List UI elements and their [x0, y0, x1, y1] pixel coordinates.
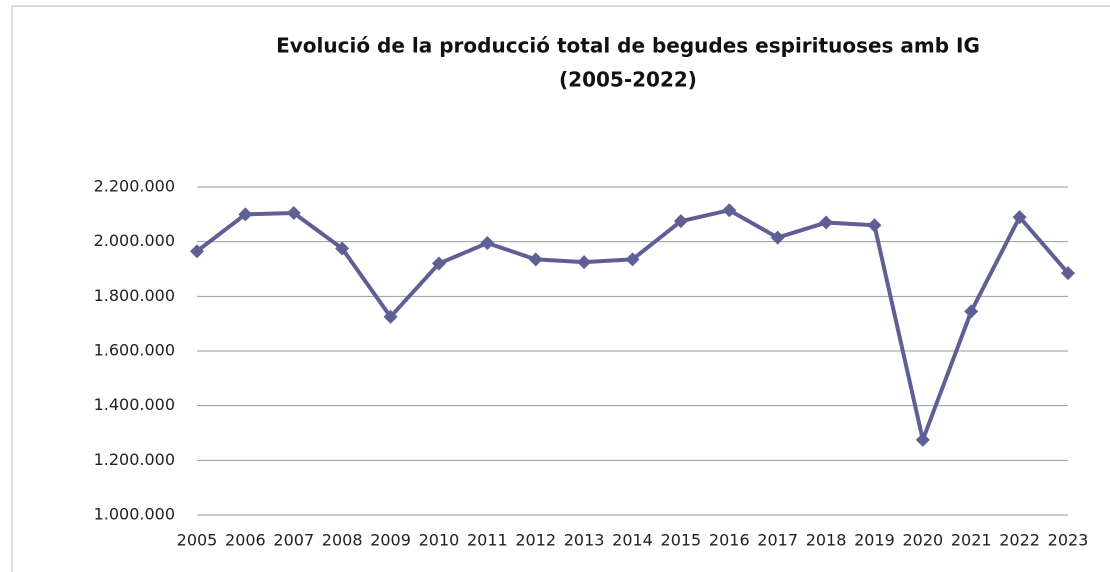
data-marker — [335, 241, 350, 256]
x-tick-label: 2020 — [902, 531, 943, 550]
data-marker — [431, 256, 446, 271]
x-tick-label: 2006 — [225, 531, 266, 550]
data-marker — [964, 304, 979, 319]
x-tick-label: 2012 — [515, 531, 556, 550]
x-tick-label: 2019 — [854, 531, 895, 550]
x-tick-label: 2008 — [322, 531, 363, 550]
y-tick-label: 2.200.000 — [94, 177, 175, 196]
y-tick-label: 1.800.000 — [94, 286, 175, 305]
x-tick-label: 2005 — [177, 531, 218, 550]
x-tick-label: 2013 — [564, 531, 605, 550]
data-marker — [673, 214, 688, 229]
y-tick-label: 1.400.000 — [94, 395, 175, 414]
x-tick-label: 2014 — [612, 531, 653, 550]
y-tick-label: 1.600.000 — [94, 341, 175, 360]
data-marker — [238, 207, 253, 222]
x-tick-label: 2011 — [467, 531, 508, 550]
x-tick-label: 2018 — [806, 531, 847, 550]
data-marker — [577, 255, 592, 270]
x-tick-label: 2009 — [370, 531, 411, 550]
data-marker — [867, 218, 882, 233]
y-tick-label: 2.000.000 — [94, 231, 175, 250]
data-marker — [819, 215, 834, 230]
x-tick-label: 2016 — [709, 531, 750, 550]
data-marker — [480, 236, 495, 251]
data-marker — [770, 230, 785, 245]
data-marker — [915, 432, 930, 447]
y-tick-label: 1.000.000 — [94, 505, 175, 524]
y-tick-label: 1.200.000 — [94, 450, 175, 469]
x-tick-label: 2022 — [999, 531, 1040, 550]
data-marker — [286, 205, 301, 220]
data-marker — [1061, 266, 1075, 281]
data-marker — [383, 309, 398, 324]
data-marker — [1012, 210, 1027, 225]
data-marker — [528, 252, 543, 267]
chart-subtitle: (2005-2022) — [559, 68, 697, 92]
chart-frame — [11, 5, 1110, 572]
x-tick-label: 2007 — [273, 531, 314, 550]
chart-title: Evolució de la producció total de begude… — [276, 34, 980, 58]
data-marker — [722, 203, 737, 218]
data-marker — [190, 244, 204, 259]
x-tick-label: 2021 — [951, 531, 992, 550]
x-tick-label: 2015 — [661, 531, 702, 550]
x-tick-label: 2023 — [1048, 531, 1089, 550]
data-marker — [625, 252, 640, 267]
x-tick-label: 2010 — [419, 531, 460, 550]
x-tick-label: 2017 — [757, 531, 798, 550]
